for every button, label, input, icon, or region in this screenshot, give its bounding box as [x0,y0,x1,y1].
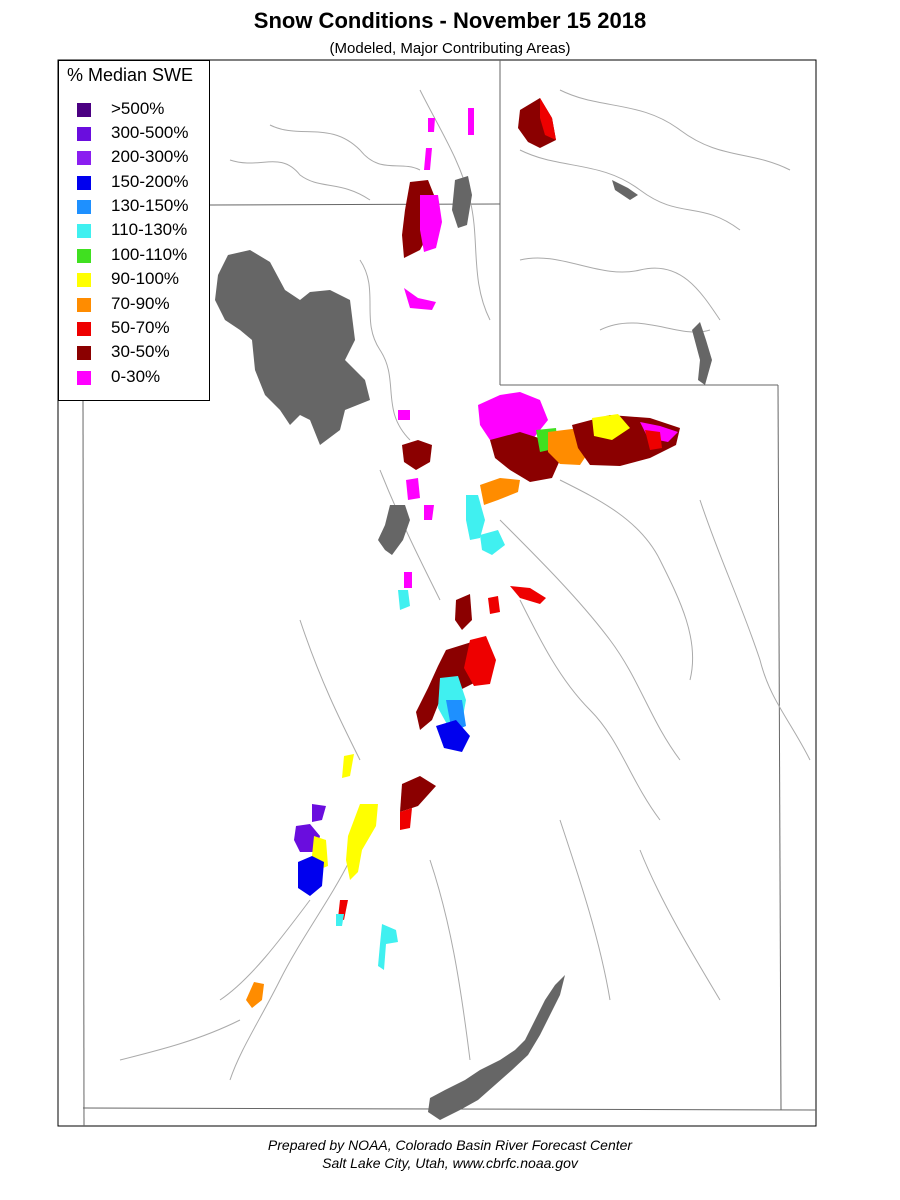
snow-patch [540,98,556,140]
utah-lake [378,505,410,555]
footer-credit-line: Prepared by NOAA, Colorado Basin River F… [267,1137,633,1153]
legend-swatch [77,127,91,141]
footer-location-line: Salt Lake City, Utah, www.cbrfc.noaa.gov [322,1155,578,1171]
snow-patch [404,572,412,588]
snow-patch [468,108,474,135]
river-line [379,469,441,601]
river-line [119,1019,241,1061]
map-frame [57,59,817,1127]
river-line [269,124,421,171]
legend-label: 50-70% [111,318,170,337]
river-line [229,859,351,1081]
river-line [429,859,471,1061]
snow-patch [312,804,326,822]
legend-label: 90-100% [111,269,180,288]
legend-label: 300-500% [111,123,189,142]
snow-patch [480,478,520,505]
snow-patch [246,982,264,1008]
legend-swatch [77,346,91,360]
snow-patch [298,856,324,896]
utah-colorado-border [777,384,782,1111]
legend-swatch [77,298,91,312]
river-line [519,599,661,821]
river-line [359,259,411,441]
snow-patch [346,804,378,880]
legend-swatch [77,151,91,165]
utah-idaho-border [209,203,501,206]
legend-swatch [77,224,91,238]
snow-patch [378,924,398,970]
snow-patches [246,98,680,1008]
snow-patch [424,148,432,170]
river-line [519,257,721,321]
legend-label: 110-130% [111,220,188,239]
great-salt-lake [215,250,370,445]
snow-patch [336,914,344,926]
bear-lake [452,176,472,228]
river-line [559,479,694,681]
legend-label: 0-30% [111,367,161,386]
legend-label: 200-300% [111,147,189,166]
snow-patch [342,754,354,778]
legend-swatch [77,322,91,336]
snow-patch [464,636,496,686]
legend-label: 30-50% [111,342,170,361]
river-line [699,499,811,761]
snow-patch [398,410,410,420]
river-line [559,819,611,1001]
snow-patch [510,586,546,604]
legend-swatch [77,176,91,190]
snow-patch [455,594,472,630]
river-line [219,899,311,1001]
legend-swatch [77,200,91,214]
snow-patch [428,118,435,132]
snow-patch [398,590,410,610]
rivers [119,89,811,1081]
legend-label: >500% [111,99,165,118]
snow-patch [406,478,420,500]
snow-patch [404,288,436,310]
snow-patch [424,505,434,520]
map-subtitle: (Modeled, Major Contributing Areas) [329,40,571,57]
snow-patch [400,808,412,830]
snow-patch [592,414,630,440]
legend-label: 100-110% [111,245,188,264]
lakes [215,176,712,1120]
lake-powell [428,975,565,1120]
legend-title: % Median SWE [67,65,194,85]
legend-swatch [77,273,91,287]
legend-label: 130-150% [111,196,189,215]
snow-patch [480,530,505,555]
legend-label: 150-200% [111,172,189,191]
legend-swatch [77,103,91,117]
river-line [299,619,361,761]
river-line [639,849,721,1001]
river-line [499,519,681,761]
legend-label: 70-90% [111,294,170,313]
reservoir-north [612,180,638,200]
legend-swatch [77,371,91,385]
snow-patch [488,596,500,614]
snow-patch [402,440,432,470]
snow-patch [478,392,548,445]
snow-patch [645,430,662,450]
snow-patch [420,195,442,252]
snow-patch [466,495,485,540]
map-title: Snow Conditions - November 15 2018 [253,8,647,33]
river-line [559,89,791,171]
river-line [519,149,741,231]
flaming-gorge [692,322,712,385]
legend-swatch [77,249,91,263]
utah-nevada-border [82,399,85,1127]
river-line [229,159,371,201]
legend: % Median SWE >500% 300-500% 200-300% 150… [58,60,210,401]
snow-patch [436,720,470,752]
snow-patch [400,776,436,812]
